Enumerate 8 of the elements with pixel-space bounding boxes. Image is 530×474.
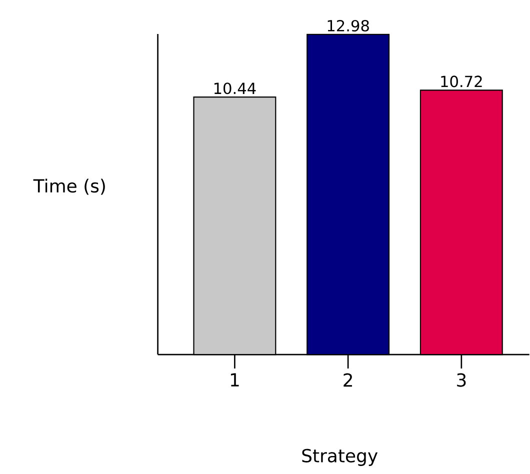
data-label: 12.98 xyxy=(328,20,369,32)
data-label: 10.44 xyxy=(214,82,256,94)
y-axis-title: Time (s) xyxy=(33,178,105,195)
x-tick-label: 2 xyxy=(344,373,352,386)
x-axis-title: Strategy xyxy=(302,448,378,466)
x-tick-label: 3 xyxy=(457,373,466,387)
x-tick-label: 1 xyxy=(230,373,239,386)
data-label: 10.72 xyxy=(441,75,482,88)
